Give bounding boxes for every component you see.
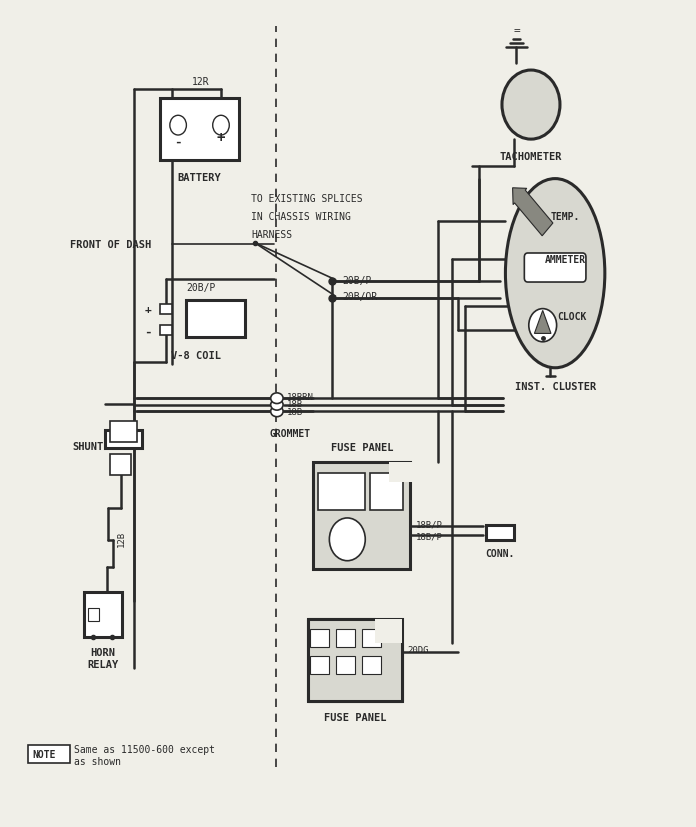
FancyBboxPatch shape: [363, 656, 381, 674]
Text: -: -: [144, 325, 152, 338]
Text: 12R: 12R: [191, 77, 209, 87]
Text: 18B/P: 18B/P: [416, 532, 443, 541]
Text: +: +: [217, 131, 226, 146]
Text: GROMMET: GROMMET: [270, 428, 311, 438]
Text: FUSE PANEL: FUSE PANEL: [331, 443, 393, 453]
Text: HARNESS: HARNESS: [251, 230, 292, 240]
Ellipse shape: [271, 394, 283, 404]
Text: TEMP.: TEMP.: [550, 213, 580, 222]
Text: -: -: [175, 136, 182, 149]
FancyBboxPatch shape: [313, 463, 410, 570]
Text: 18B/P: 18B/P: [416, 520, 443, 529]
FancyBboxPatch shape: [160, 99, 239, 161]
Text: 18BRN: 18BRN: [287, 393, 314, 402]
FancyBboxPatch shape: [336, 656, 355, 674]
FancyBboxPatch shape: [186, 300, 245, 337]
FancyBboxPatch shape: [160, 325, 172, 336]
FancyBboxPatch shape: [28, 745, 70, 763]
FancyBboxPatch shape: [375, 619, 402, 643]
Text: IN CHASSIS WIRING: IN CHASSIS WIRING: [251, 212, 351, 222]
Text: TACHOMETER: TACHOMETER: [500, 152, 562, 162]
Circle shape: [213, 116, 229, 136]
FancyArrow shape: [512, 189, 553, 237]
Text: 20B/P: 20B/P: [342, 275, 372, 285]
FancyBboxPatch shape: [336, 629, 355, 648]
Text: 12B: 12B: [117, 531, 126, 547]
FancyBboxPatch shape: [524, 254, 586, 283]
Text: 20B/P: 20B/P: [186, 282, 216, 292]
FancyBboxPatch shape: [310, 629, 329, 648]
Text: FRONT OF DASH: FRONT OF DASH: [70, 240, 151, 250]
FancyBboxPatch shape: [310, 656, 329, 674]
Text: CLOCK: CLOCK: [557, 312, 587, 322]
FancyBboxPatch shape: [318, 474, 365, 511]
Text: +: +: [145, 304, 152, 314]
Text: V-8 COIL: V-8 COIL: [171, 351, 221, 361]
Circle shape: [170, 116, 187, 136]
FancyBboxPatch shape: [486, 525, 514, 540]
Text: CONN.: CONN.: [485, 548, 514, 558]
Text: INST. CLUSTER: INST. CLUSTER: [514, 381, 596, 391]
Text: BATTERY: BATTERY: [177, 172, 221, 183]
FancyBboxPatch shape: [105, 431, 142, 448]
Circle shape: [502, 71, 560, 140]
Text: Same as 11500-600 except
as shown: Same as 11500-600 except as shown: [74, 744, 215, 766]
FancyBboxPatch shape: [84, 592, 122, 638]
FancyBboxPatch shape: [363, 629, 381, 648]
Polygon shape: [535, 311, 551, 334]
FancyBboxPatch shape: [160, 304, 172, 315]
FancyBboxPatch shape: [111, 455, 132, 475]
Text: 20B/OR: 20B/OR: [342, 292, 378, 302]
Text: 18B: 18B: [287, 408, 303, 416]
Text: AMMETER: AMMETER: [545, 255, 586, 265]
Ellipse shape: [271, 407, 283, 417]
Ellipse shape: [505, 179, 605, 368]
Text: TO EXISTING SPLICES: TO EXISTING SPLICES: [251, 194, 363, 204]
Text: FUSE PANEL: FUSE PANEL: [324, 713, 386, 723]
Text: SHUNT: SHUNT: [72, 442, 104, 452]
Circle shape: [329, 519, 365, 561]
FancyBboxPatch shape: [308, 619, 402, 701]
Text: HORN
RELAY: HORN RELAY: [87, 648, 118, 669]
FancyBboxPatch shape: [111, 422, 136, 442]
Text: =: =: [513, 26, 520, 36]
Text: 20DG: 20DG: [407, 646, 429, 655]
Ellipse shape: [271, 400, 283, 411]
Circle shape: [529, 309, 557, 342]
FancyBboxPatch shape: [389, 463, 413, 482]
FancyBboxPatch shape: [370, 474, 404, 511]
Text: 18B: 18B: [287, 400, 303, 409]
FancyBboxPatch shape: [88, 608, 99, 622]
Text: NOTE: NOTE: [33, 749, 56, 759]
